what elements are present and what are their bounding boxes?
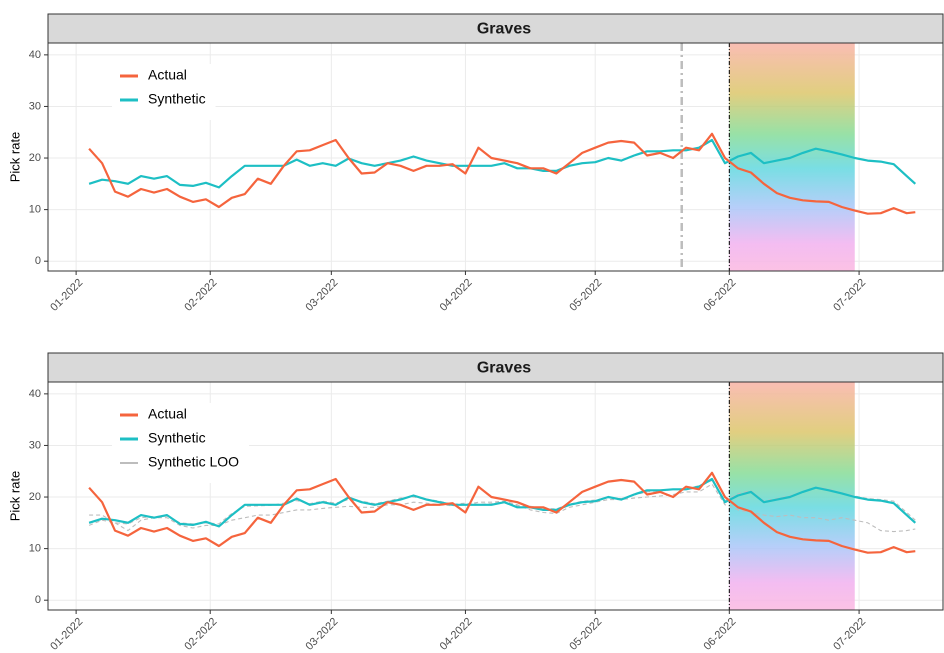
legend-label: Actual [148,67,187,83]
plot-border [47,42,944,272]
x-tick-label: 06-2022 [701,277,738,314]
y-tick-label: 40 [29,49,41,61]
y-tick-label: 20 [29,491,41,503]
y-tick-label: 30 [29,100,41,112]
panel-strip [47,352,944,383]
legend-label: Synthetic [148,91,206,107]
y-tick-label: 0 [35,594,41,606]
series-line [88,471,916,554]
panel-title: Graves [477,360,531,377]
x-tick-label: 03-2022 [303,616,340,653]
series-line [88,132,916,215]
x-tick-label: 05-2022 [567,616,604,653]
panel-title: Graves [477,21,531,38]
x-tick-label: 06-2022 [701,616,738,653]
legend-label: Synthetic LOO [148,454,239,470]
y-tick-label: 30 [29,439,41,451]
y-tick-label: 0 [35,255,41,267]
x-tick-label: 04-2022 [438,277,475,314]
legend-box [112,64,216,120]
legend-label: Actual [148,406,187,422]
y-axis-label: Pick rate [7,471,22,522]
plot-border [47,381,944,611]
x-tick-label: 01-2022 [48,277,85,314]
x-tick-label: 03-2022 [303,277,340,314]
y-tick-label: 20 [29,152,41,164]
y-tick-label: 40 [29,388,41,400]
x-tick-label: 02-2022 [182,616,219,653]
series-line [88,477,917,528]
x-tick-label: 07-2022 [831,616,868,653]
y-tick-label: 10 [29,543,41,555]
series-line [88,138,917,189]
x-tick-label: 05-2022 [567,277,604,314]
y-tick-label: 10 [29,204,41,216]
x-tick-label: 01-2022 [48,616,85,653]
panel-strip [47,13,944,44]
x-tick-label: 04-2022 [438,616,475,653]
legend-label: Synthetic [148,430,206,446]
x-tick-label: 07-2022 [831,277,868,314]
y-axis-label: Pick rate [7,132,22,183]
x-tick-label: 02-2022 [182,277,219,314]
